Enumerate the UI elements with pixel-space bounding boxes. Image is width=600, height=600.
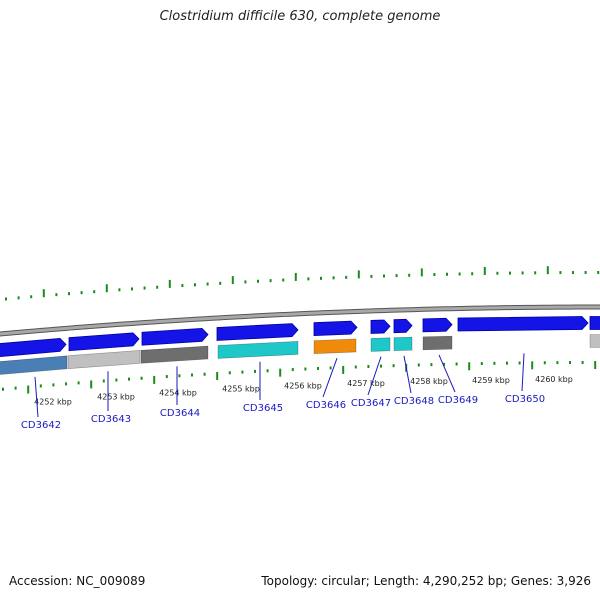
gene-leader-line [521,353,525,392]
cog-block [140,345,209,364]
gene-arrow [457,316,589,332]
outer-tick-ring [5,266,600,301]
gene-label: CD3649 [438,395,478,406]
gene-label: CD3643 [91,414,131,425]
cog-block [370,337,391,352]
gene-leader-line [403,355,412,394]
cog-block [217,341,299,359]
gene-label: CD3642 [21,420,61,431]
genome-title: Clostridium difficile 630, complete geno… [159,9,441,24]
gene-leader-line [367,356,382,396]
scale-label: 4256 kbp [284,382,322,391]
gene-label: CD3646 [306,400,346,411]
gene-arrow [393,318,413,334]
cog-block [0,355,68,375]
scale-label: 4253 kbp [97,393,135,402]
gene-label: CD3644 [160,408,200,419]
cog-block [393,336,413,351]
scale-label: 4252 kbp [34,397,72,406]
scale-label: 4255 kbp [222,385,260,394]
gene-label: CD3645 [243,403,283,414]
gene-leader-line [322,358,338,398]
gene-label: CD3650 [505,394,545,405]
genome-backbone [0,304,600,337]
gene-feature-track [0,316,600,357]
scale-label: 4254 kbp [159,388,197,397]
gene-arrow [422,317,453,333]
gene-arrow [68,332,140,352]
gene-arrow [0,337,67,357]
scale-label: 4258 kbp [410,377,448,386]
cog-block [67,350,141,370]
gene-arrow [141,327,209,346]
gene-arrow [589,316,600,330]
gene-leader-line [438,354,456,393]
cog-block [422,335,453,351]
gene-label: CD3647 [351,398,391,409]
cog-block [313,338,357,354]
accession-label: Accession: NC_009089 [9,574,146,588]
scale-label: 4260 kbp [535,375,573,384]
gene-label: CD3648 [394,396,434,407]
cog-color-track [0,334,600,375]
inner-tick-ring [2,361,597,394]
cog-block [589,334,600,348]
scale-label: 4259 kbp [472,376,510,385]
gene-leader-line [34,376,39,418]
scale-label-group: 4252 kbp 4253 kbp 4254 kbp 4255 kbp 4256 kbp… [34,375,573,406]
scale-label: 4257 kbp [347,379,385,388]
backbone-line [0,305,600,336]
gene-arrow [313,320,358,337]
gene-arrow [216,323,299,341]
gene-arrow [370,319,391,334]
topology-stats-label: Topology: circular; Length: 4,290,252 bp… [261,574,591,588]
